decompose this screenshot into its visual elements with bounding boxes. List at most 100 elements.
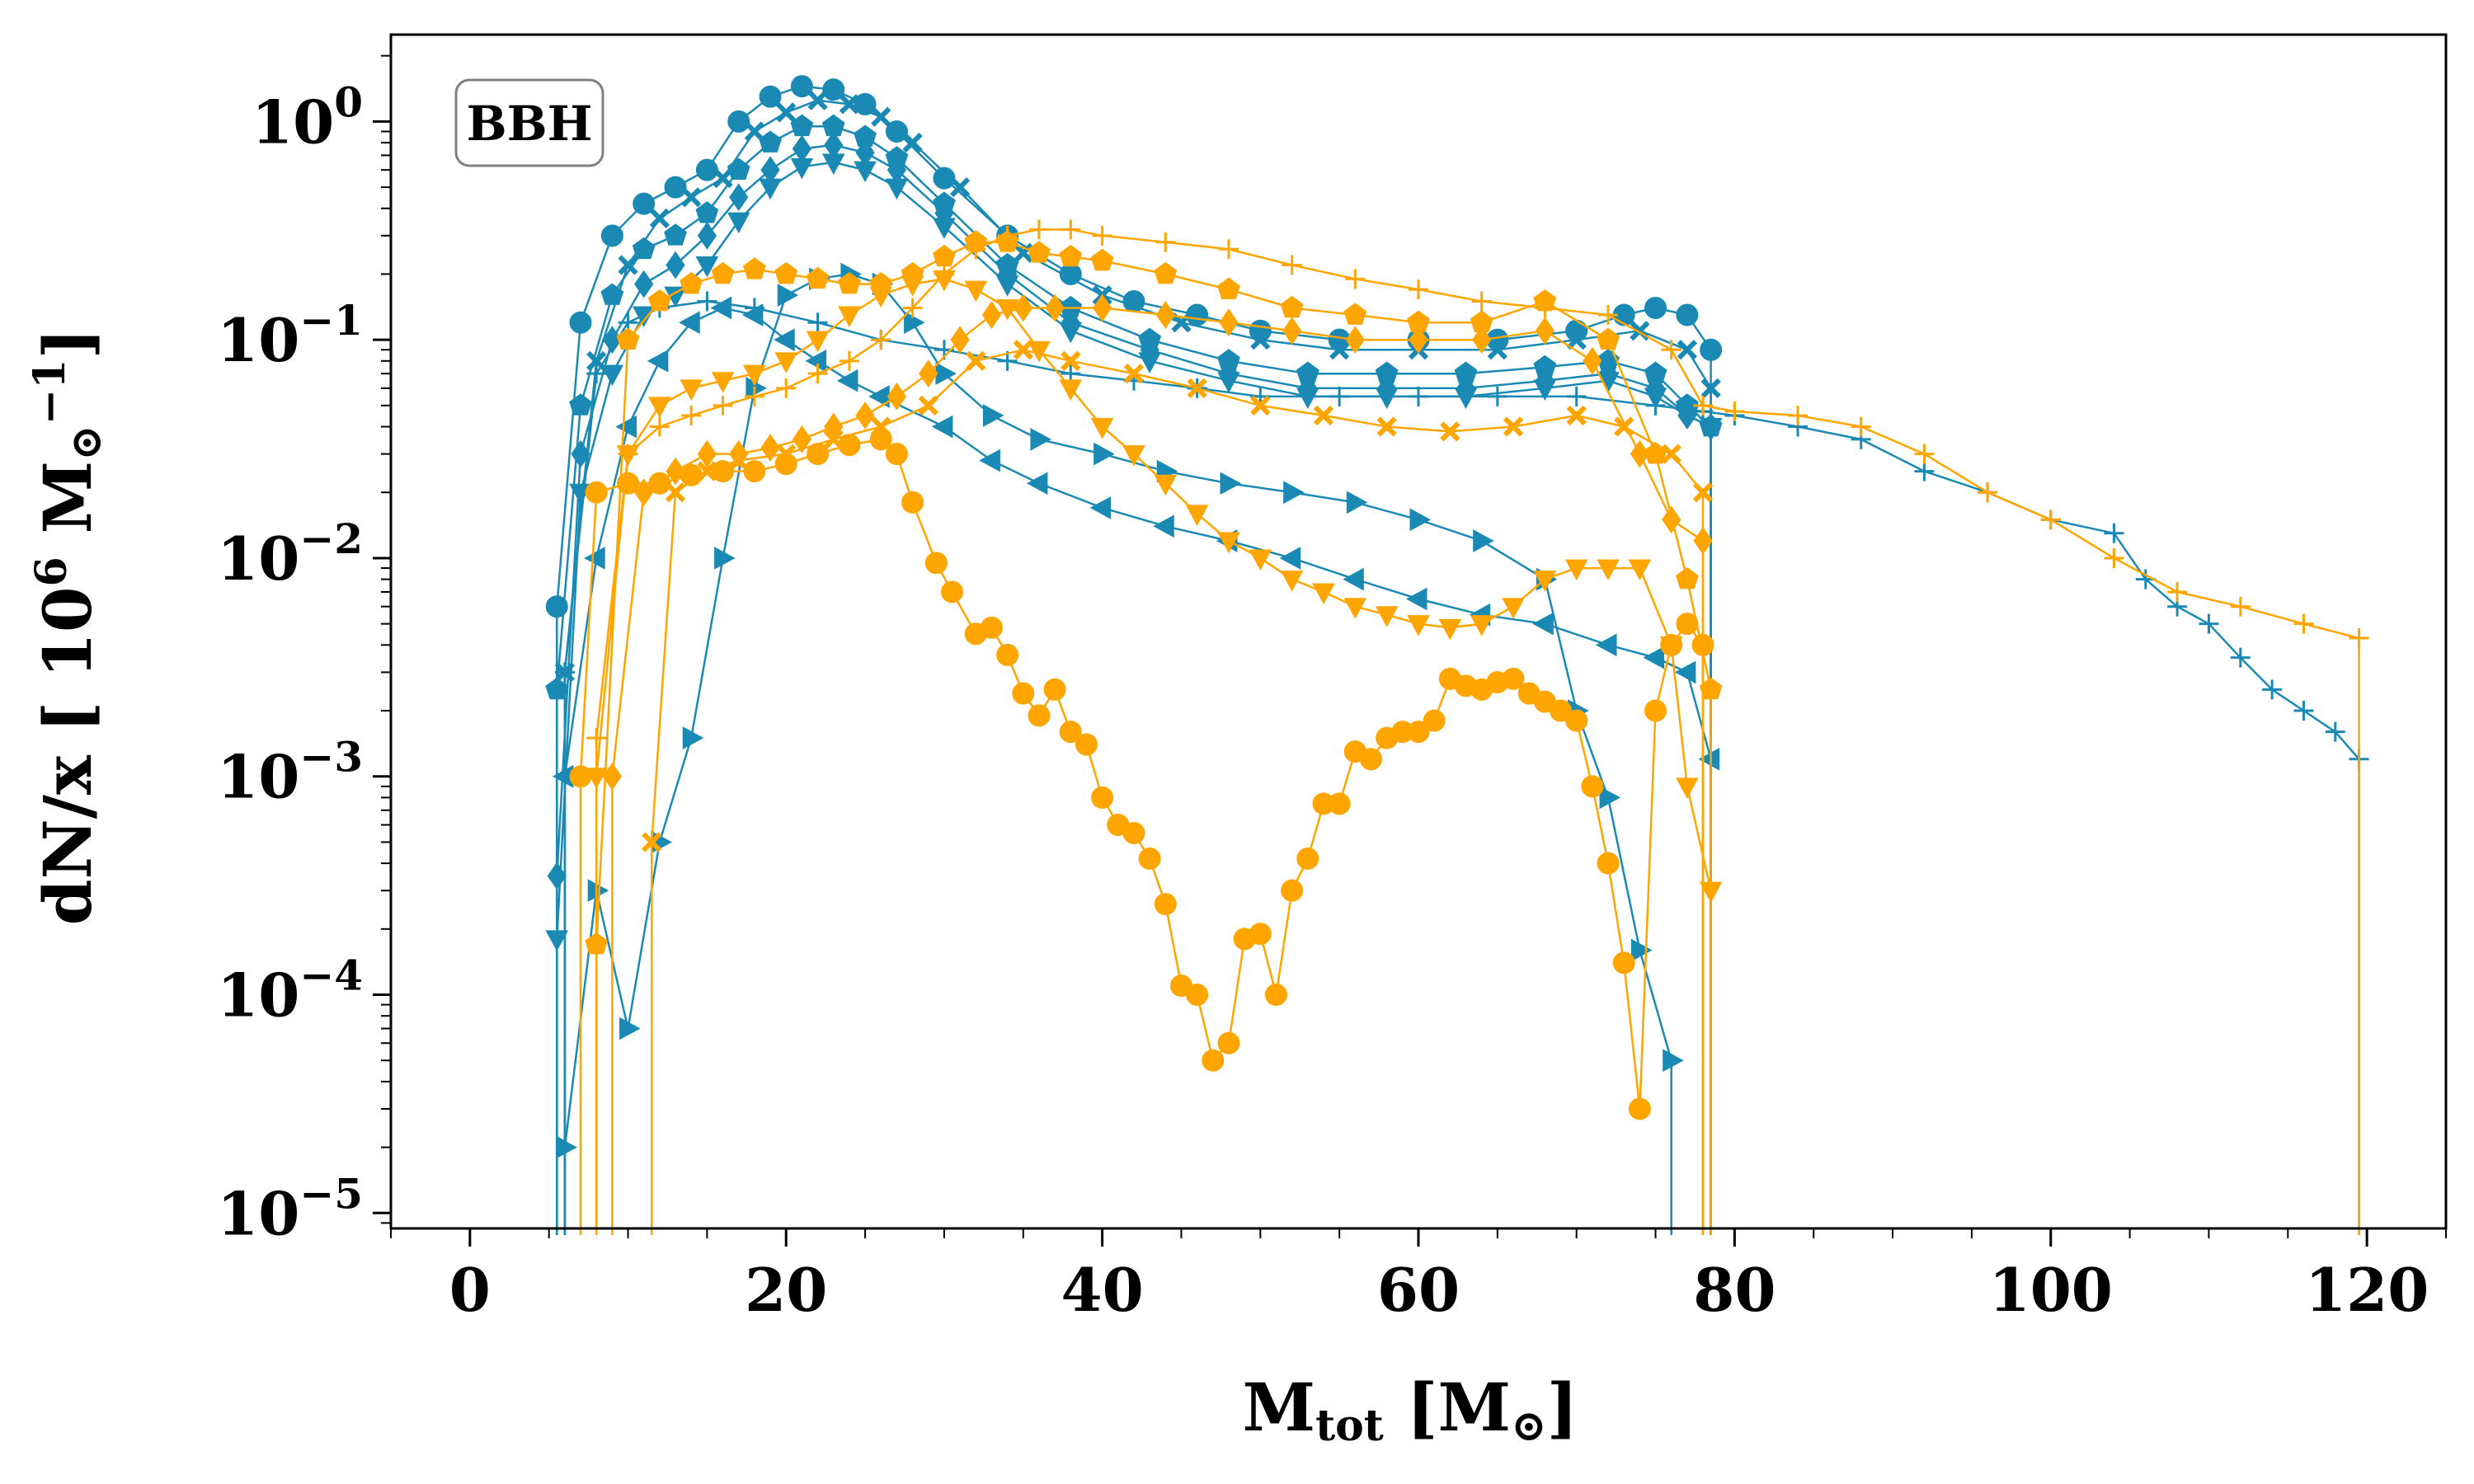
data-point [1487, 386, 1507, 406]
data-point [2199, 613, 2219, 634]
data-point [695, 158, 718, 181]
data-point [839, 350, 859, 371]
data-point [1282, 255, 1302, 275]
data-point [995, 230, 1019, 252]
data-point [1612, 951, 1635, 974]
data-point [2262, 679, 2283, 700]
data-point [619, 1017, 641, 1040]
data-point [1061, 350, 1081, 371]
data-point [1043, 678, 1066, 701]
data-point [979, 448, 1000, 472]
data-point [648, 397, 671, 418]
y-axis-title: dN/x [ 106 M⊙−1] [25, 328, 111, 926]
data-point [585, 481, 608, 504]
data-point [1472, 326, 1492, 355]
data-point [871, 416, 891, 437]
data-point [1154, 474, 1178, 496]
data-point [634, 478, 654, 507]
data-point [1219, 308, 1239, 337]
data-point [1012, 682, 1035, 705]
data-point [1045, 294, 1065, 322]
data-point [1692, 482, 1714, 503]
data-point [1059, 379, 1083, 401]
data-point [904, 311, 925, 335]
data-point [600, 224, 623, 247]
data-point [822, 78, 845, 101]
series-1 [554, 90, 1721, 1235]
data-point [713, 395, 733, 416]
data-point [569, 393, 592, 416]
data-point [1329, 386, 1350, 406]
data-point [1487, 340, 1507, 360]
data-point [941, 580, 964, 603]
series-4 [545, 153, 1723, 1235]
series-layer [545, 75, 2369, 1235]
x-tick-label: 20 [745, 1255, 827, 1325]
data-point [1138, 352, 1161, 373]
data-point [618, 255, 638, 275]
y-tick-label: 10−2 [217, 514, 363, 594]
data-point [664, 223, 687, 246]
data-point [933, 244, 956, 267]
data-point [1343, 598, 1367, 619]
data-point [1630, 938, 1653, 962]
data-point [1661, 444, 1681, 464]
data-point [980, 616, 1003, 639]
data-point [1217, 372, 1240, 393]
data-point [697, 291, 717, 312]
data-point [933, 167, 956, 190]
data-point [2293, 701, 2314, 721]
x-tick-label: 120 [2305, 1255, 2429, 1325]
data-point [1359, 748, 1382, 771]
data-point [679, 311, 700, 335]
data-point [982, 404, 1004, 427]
data-point [1090, 418, 1114, 439]
data-point [964, 230, 988, 252]
data-point [1154, 261, 1178, 284]
data-point [1661, 340, 1681, 360]
data-point [647, 289, 671, 312]
data-point [634, 270, 654, 298]
data-point [681, 405, 702, 425]
data-point [836, 369, 858, 392]
data-point [680, 379, 703, 401]
data-point [585, 932, 609, 955]
data-point [1283, 481, 1305, 505]
data-point [931, 415, 953, 439]
data-point [901, 261, 924, 284]
data-point [1470, 615, 1493, 636]
data-point [1564, 559, 1588, 581]
data-point [602, 762, 622, 791]
data-point [2230, 596, 2251, 617]
data-point [934, 264, 954, 284]
y-tick-label: 10−4 [217, 951, 363, 1031]
data-point [1089, 496, 1112, 519]
data-point [2293, 613, 2314, 634]
data-point [839, 94, 860, 115]
data-point [964, 280, 988, 303]
data-point [1405, 587, 1427, 611]
data-point [1700, 378, 1721, 399]
data-point [600, 283, 624, 305]
data-point [571, 439, 590, 468]
data-point [1409, 279, 1428, 300]
data-point [743, 460, 766, 483]
data-point [902, 132, 923, 153]
data-point [1599, 786, 1621, 810]
data-point [792, 425, 812, 453]
data-point [1699, 677, 1723, 700]
series-12 [602, 294, 1713, 1235]
data-point [1659, 636, 1683, 658]
data-point [1440, 421, 1460, 442]
data-point [615, 415, 637, 439]
data-point [1313, 405, 1334, 426]
data-point [1644, 296, 1667, 319]
data-point [714, 547, 736, 570]
data-point [545, 595, 568, 618]
y-tick-label: 10−5 [217, 1169, 363, 1248]
data-point [855, 402, 875, 430]
series-8 [569, 428, 1714, 1235]
data-point [711, 261, 735, 284]
data-point [1093, 294, 1112, 322]
data-point [885, 178, 909, 200]
